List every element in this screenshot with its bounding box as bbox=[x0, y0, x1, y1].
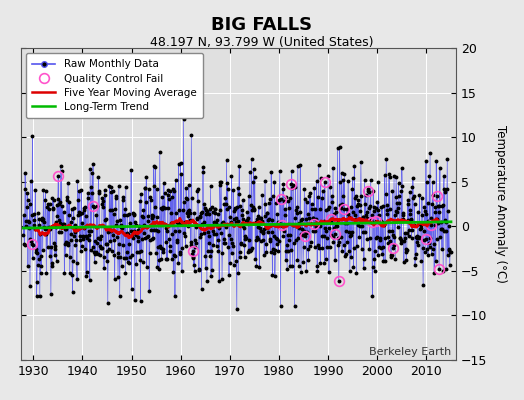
Legend: Raw Monthly Data, Quality Control Fail, Five Year Moving Average, Long-Term Tren: Raw Monthly Data, Quality Control Fail, … bbox=[26, 53, 203, 118]
Text: Berkeley Earth: Berkeley Earth bbox=[369, 347, 452, 357]
Text: BIG FALLS: BIG FALLS bbox=[212, 16, 312, 34]
Text: 48.197 N, 93.799 W (United States): 48.197 N, 93.799 W (United States) bbox=[150, 36, 374, 49]
Y-axis label: Temperature Anomaly (°C): Temperature Anomaly (°C) bbox=[494, 125, 507, 283]
